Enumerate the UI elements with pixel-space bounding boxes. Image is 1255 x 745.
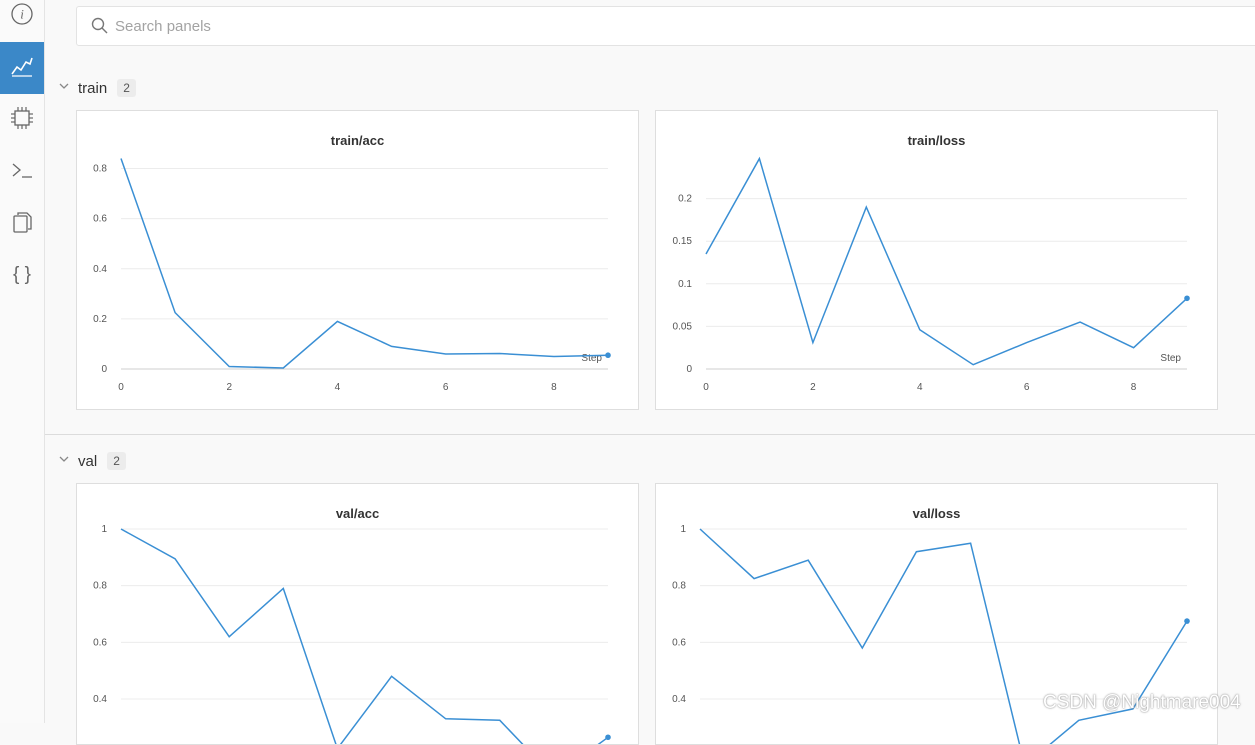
- y-tick-label: 1: [680, 524, 686, 535]
- y-tick-label: 0.2: [93, 314, 107, 325]
- x-tick-label: 0: [703, 382, 709, 393]
- line-chart: 0.20.40.60.81: [93, 524, 611, 744]
- series-line: [120, 158, 609, 369]
- system-button[interactable]: [0, 94, 44, 146]
- x-tick-label: 8: [551, 382, 557, 393]
- main-workspace: train 2 train/acc 0 0.2 0.4 0.6 0.8 0 2 4 6 8 Step…: [45, 0, 1255, 745]
- chevron-down-icon: [58, 452, 70, 470]
- chart-title: val/loss: [912, 506, 961, 521]
- y-tick-label: 0.8: [93, 164, 107, 175]
- y-tick-label: 0.05: [673, 321, 693, 332]
- x-axis-label: Step: [581, 353, 602, 364]
- section-count-badge: 2: [107, 452, 126, 470]
- line-chart: 0 0.05 0.1 0.15 0.2 0 2 4 6 8 Step: [673, 156, 1190, 393]
- last-point-marker: [605, 734, 611, 741]
- y-tick-label: 0.15: [673, 236, 693, 247]
- chart-title: train/acc: [330, 133, 385, 148]
- last-point-marker: [1184, 295, 1190, 302]
- x-axis-label: Step: [1160, 353, 1181, 364]
- chart-panel-train-loss[interactable]: train/loss 0 0.05 0.1 0.15 0.2 0 2 4 6 8 Step: [655, 110, 1218, 410]
- y-tick-label: 0.1: [678, 279, 692, 290]
- braces-icon: { }: [10, 262, 34, 291]
- y-tick-label: 0: [686, 364, 692, 375]
- x-tick-label: 2: [810, 382, 816, 393]
- sidebar: i { }: [0, 0, 45, 723]
- x-tick-label: 0: [118, 382, 124, 393]
- charts-button[interactable]: [0, 42, 44, 94]
- info-button[interactable]: i: [0, 0, 44, 42]
- y-tick-label: 0.8: [672, 581, 686, 592]
- chart-title: train/loss: [907, 133, 966, 148]
- cpu-icon: [10, 106, 34, 135]
- y-tick-label: 0.6: [672, 637, 686, 648]
- search-bar[interactable]: [76, 6, 1255, 46]
- chart-title: val/acc: [335, 506, 380, 521]
- chart-panel-val-loss[interactable]: val/loss 0.20.40.60.81: [655, 483, 1218, 745]
- y-tick-label: 0.8: [93, 581, 107, 592]
- chevron-down-icon: [58, 79, 70, 97]
- y-tick-label: 0.6: [93, 214, 107, 225]
- chart-panel-val-acc[interactable]: val/acc 0.20.40.60.81: [76, 483, 639, 745]
- line-chart: 0.20.40.60.81: [672, 524, 1190, 744]
- section-title: val: [78, 452, 98, 470]
- svg-text:{ }: { }: [13, 264, 31, 285]
- svg-text:i: i: [20, 6, 24, 21]
- config-button[interactable]: { }: [0, 250, 44, 302]
- info-icon: i: [10, 2, 34, 31]
- last-point-marker: [605, 352, 611, 359]
- y-tick-label: 0.4: [672, 694, 686, 705]
- x-tick-label: 6: [443, 382, 449, 393]
- section-header-val[interactable]: val 2: [58, 450, 126, 472]
- series-line: [699, 528, 1188, 744]
- y-tick-label: 0.4: [93, 264, 107, 275]
- y-tick-label: 0.6: [93, 637, 107, 648]
- y-tick-label: 0: [101, 364, 107, 375]
- y-tick-label: 1: [101, 524, 107, 535]
- search-icon: [91, 17, 109, 40]
- files-icon: [10, 210, 34, 239]
- section-divider: [45, 434, 1255, 435]
- search-input[interactable]: [115, 7, 1215, 45]
- x-tick-label: 2: [226, 382, 232, 393]
- series-line: [120, 528, 609, 744]
- series-line: [705, 156, 1188, 366]
- watermark: CSDN @Nightmare004: [1043, 692, 1241, 713]
- y-tick-label: 0.2: [678, 194, 692, 205]
- y-tick-label: 0.4: [93, 694, 107, 705]
- x-tick-label: 4: [917, 382, 923, 393]
- files-button[interactable]: [0, 198, 44, 250]
- x-tick-label: 4: [335, 382, 341, 393]
- section-title: train: [78, 79, 108, 97]
- section-header-train[interactable]: train 2: [58, 77, 136, 99]
- x-tick-label: 8: [1131, 382, 1137, 393]
- line-chart: 0 0.2 0.4 0.6 0.8 0 2 4 6 8 Step: [93, 158, 611, 393]
- section-count-badge: 2: [117, 79, 136, 97]
- logs-button[interactable]: [0, 146, 44, 198]
- chart-icon: [10, 54, 34, 83]
- chart-panel-train-acc[interactable]: train/acc 0 0.2 0.4 0.6 0.8 0 2 4 6 8 Step: [76, 110, 639, 410]
- last-point-marker: [1184, 618, 1190, 624]
- x-tick-label: 6: [1024, 382, 1030, 393]
- terminal-icon: [10, 158, 34, 187]
